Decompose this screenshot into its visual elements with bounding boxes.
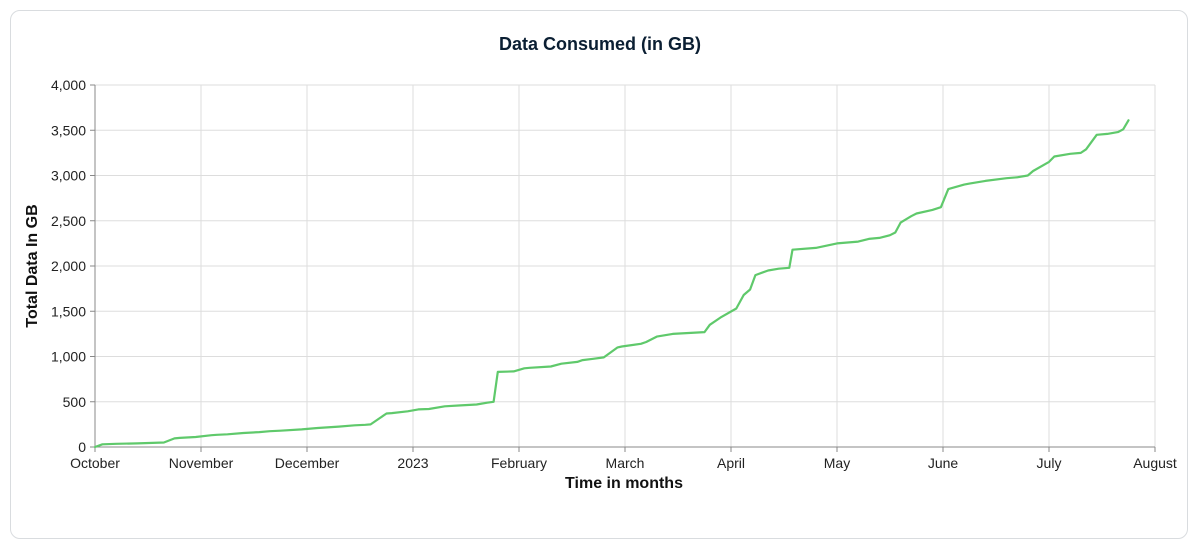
y-tick-label: 2,500 — [51, 213, 86, 229]
x-tick-label: March — [606, 455, 645, 471]
x-tick-label: July — [1037, 455, 1062, 471]
chart-title: Data Consumed (in GB) — [499, 34, 701, 54]
x-tick-label: 2023 — [397, 455, 428, 471]
x-tick-label: October — [70, 455, 120, 471]
x-tick-label: November — [169, 455, 234, 471]
x-tick-label: August — [1133, 455, 1177, 471]
tick-labels: 0 500 1,000 1,500 2,000 2,500 3,000 3,500 4,000 O… — [51, 77, 1177, 471]
x-tick-label: December — [275, 455, 340, 471]
y-tick-label: 0 — [78, 439, 86, 455]
x-tick-label: February — [491, 455, 547, 471]
x-axis-label: Time in months — [565, 475, 683, 492]
gridlines — [95, 84, 1156, 447]
axes — [90, 84, 1156, 452]
chart-card — [10, 10, 1188, 539]
series-line — [93, 119, 1130, 449]
y-tick-label: 3,000 — [51, 168, 86, 184]
x-tick-label: May — [824, 455, 850, 471]
y-axis-label: Total Data In GB — [24, 204, 41, 327]
x-tick-label: April — [717, 455, 745, 471]
y-tick-label: 1,500 — [51, 303, 86, 319]
y-tick-label: 2,000 — [51, 258, 86, 274]
y-tick-label: 3,500 — [51, 122, 86, 138]
y-tick-label: 4,000 — [51, 77, 86, 93]
series-layer — [93, 119, 1130, 449]
x-tick-label: June — [928, 455, 959, 471]
y-tick-label: 1,000 — [51, 349, 86, 365]
y-tick-label: 500 — [63, 394, 87, 410]
